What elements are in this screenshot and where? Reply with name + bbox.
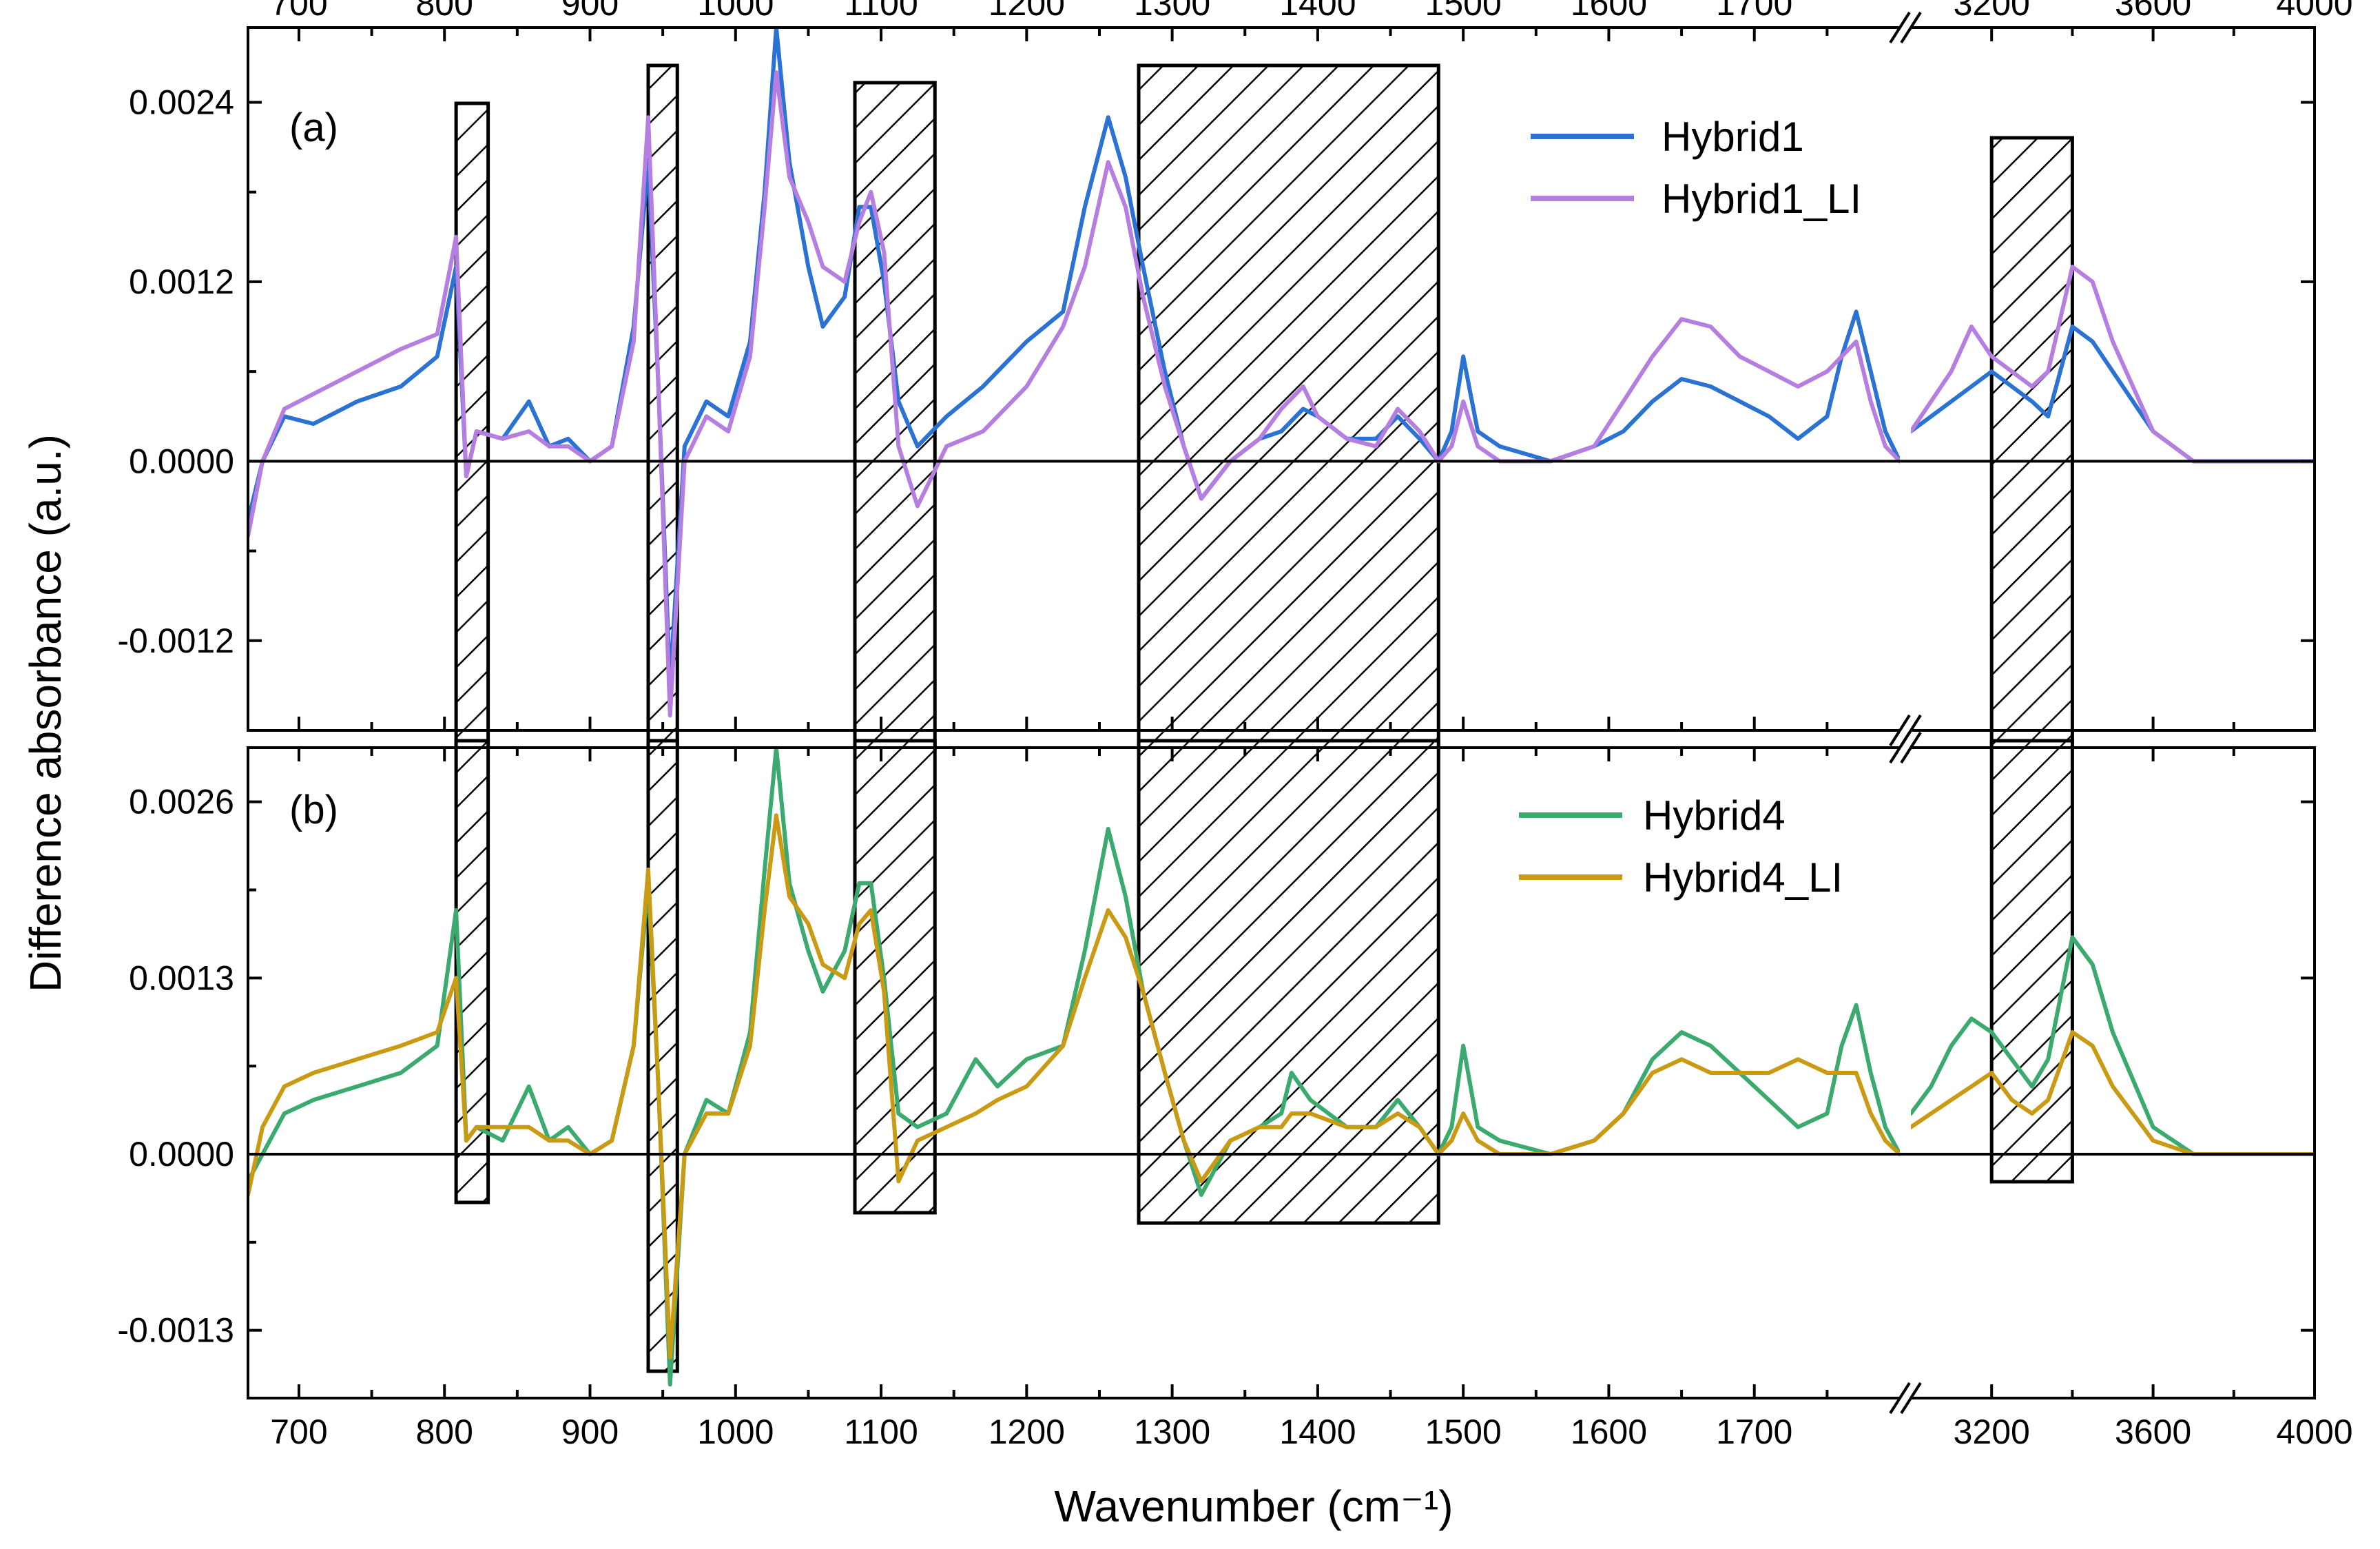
- panel-a: (a) Hybrid1 Hybrid1_LI -0.0012 0.0000 0.00…: [117, 28, 2316, 750]
- x-tick-label-top: 1500: [1425, 0, 1502, 23]
- panel-b-x-ticks: 700 800 900 1000 1100 1200 1300 1400 1500 1600 170…: [270, 748, 2353, 1451]
- x-tick-label-top: 1700: [1716, 0, 1792, 23]
- panel-a-ytick-label: 0.0024: [129, 83, 234, 122]
- legend-label-hybrid4: Hybrid4: [1643, 792, 1786, 839]
- panel-b-hatch-region-4: [1989, 739, 2074, 1184]
- panel-b-frame-segment2: [1911, 746, 2316, 1399]
- panel-a-hatch-region-4: [1989, 136, 2074, 750]
- panel-a-label: (a): [289, 105, 338, 150]
- panel-a-hatch-region-3: [1137, 63, 1440, 750]
- axis-break-mark: [1889, 714, 1911, 747]
- series-hybrid4-li-s2: [1911, 1030, 2315, 1156]
- panel-b-ytick-label: 0.0013: [129, 958, 234, 997]
- x-tick-label-bottom: 1000: [697, 1413, 774, 1451]
- series-hybrid4-s2: [1911, 935, 2315, 1156]
- panel-b-ytick-label: 0.0000: [129, 1135, 234, 1173]
- x-tick-label-bottom: 4000: [2276, 1413, 2352, 1451]
- panel-a-ytick-label: 0.0000: [129, 442, 234, 480]
- legend-label-hybrid4-li: Hybrid4_LI: [1643, 854, 1843, 901]
- x-tick-label-top: 1200: [989, 0, 1065, 23]
- panel-b-ytick-label: 0.0026: [129, 783, 234, 821]
- x-tick-label-top: 3600: [2115, 0, 2191, 23]
- legend-label-hybrid1: Hybrid1: [1662, 114, 1804, 160]
- series-hybrid1-s2: [1911, 325, 2315, 464]
- axis-break-mark: [1889, 1382, 1911, 1415]
- x-tick-label-bottom: 1400: [1279, 1413, 1356, 1451]
- series-hybrid1-s1: [248, 28, 1900, 688]
- x-tick-label-bottom: 3600: [2115, 1413, 2191, 1451]
- panel-a-hatch-region-0: [454, 101, 490, 750]
- panel-b-legend: Hybrid4 Hybrid4_LI: [1519, 792, 1843, 901]
- panel-a-y-ticks: -0.0012 0.0000 0.0012 0.0024: [117, 83, 2315, 660]
- axis-break-mark: [1889, 731, 1911, 764]
- panel-b: (b) Hybrid4 Hybrid4_LI -0.0013 0.0000 0.00…: [117, 739, 2353, 1451]
- panel-a-frame-segment1: [247, 26, 1900, 732]
- x-tick-label-top: 4000: [2276, 0, 2352, 23]
- panel-b-frame-segment1: [247, 746, 1900, 1399]
- legend-label-hybrid1-li: Hybrid1_LI: [1662, 176, 1861, 222]
- panel-a-legend: Hybrid1 Hybrid1_LI: [1531, 114, 1861, 222]
- x-axis-title: Wavenumber (cm⁻¹): [1054, 1481, 1453, 1531]
- panel-b-label: (b): [289, 788, 338, 832]
- panel-a-ytick-label: -0.0012: [117, 622, 234, 660]
- x-tick-label-bottom: 1100: [844, 1413, 918, 1451]
- x-tick-label-top: 1600: [1571, 0, 1647, 23]
- panel-b-hatch-regions: [454, 739, 2074, 1373]
- x-tick-label-bottom: 800: [416, 1413, 473, 1451]
- series-hybrid1-li-s2: [1911, 265, 2315, 464]
- series-hybrid4-li-s1: [248, 813, 1900, 1360]
- x-tick-label-top: 1100: [844, 0, 918, 23]
- panel-b-y-ticks: -0.0013 0.0000 0.0013 0.0026: [117, 783, 2315, 1350]
- x-tick-label-top: 1400: [1279, 0, 1356, 23]
- x-tick-label-top: 1300: [1134, 0, 1210, 23]
- top-x-axis: 700 800 900 1000 1100 1200 1300 1400 1500 1600 170…: [270, 0, 2352, 23]
- x-tick-label-bottom: 3200: [1954, 1413, 2030, 1451]
- x-tick-label-bottom: 1700: [1716, 1413, 1792, 1451]
- series-hybrid4-s1: [248, 748, 1900, 1387]
- y-axis-title: Difference absorbance (a.u.): [21, 434, 70, 992]
- x-tick-label-bottom: 1300: [1134, 1413, 1210, 1451]
- series-hybrid1-li-s1: [248, 70, 1900, 718]
- axes-frames: [247, 11, 2316, 1415]
- x-tick-label-bottom: 1200: [989, 1413, 1065, 1451]
- axis-break-mark: [1900, 731, 1922, 764]
- x-tick-label-top: 1000: [697, 0, 774, 23]
- x-tick-label-top: 700: [270, 0, 327, 23]
- x-tick-label-top: 800: [416, 0, 473, 23]
- axis-break-mark: [1900, 11, 1922, 44]
- x-tick-label-top: 900: [561, 0, 619, 23]
- x-tick-label-bottom: 700: [270, 1413, 327, 1451]
- panel-b-hatch-region-3: [1137, 739, 1440, 1225]
- x-tick-label-bottom: 1600: [1571, 1413, 1647, 1451]
- panel-a-ytick-label: 0.0012: [129, 263, 234, 301]
- x-tick-label-top: 3200: [1954, 0, 2030, 23]
- axis-break-mark: [1900, 1382, 1922, 1415]
- x-tick-label-bottom: 1500: [1425, 1413, 1502, 1451]
- panel-b-hatch-region-1: [646, 739, 679, 1373]
- x-tick-label-bottom: 900: [561, 1413, 619, 1451]
- axis-break-mark: [1889, 11, 1911, 44]
- panel-b-ytick-label: -0.0013: [117, 1311, 234, 1350]
- panel-a-frame-segment2: [1911, 26, 2316, 732]
